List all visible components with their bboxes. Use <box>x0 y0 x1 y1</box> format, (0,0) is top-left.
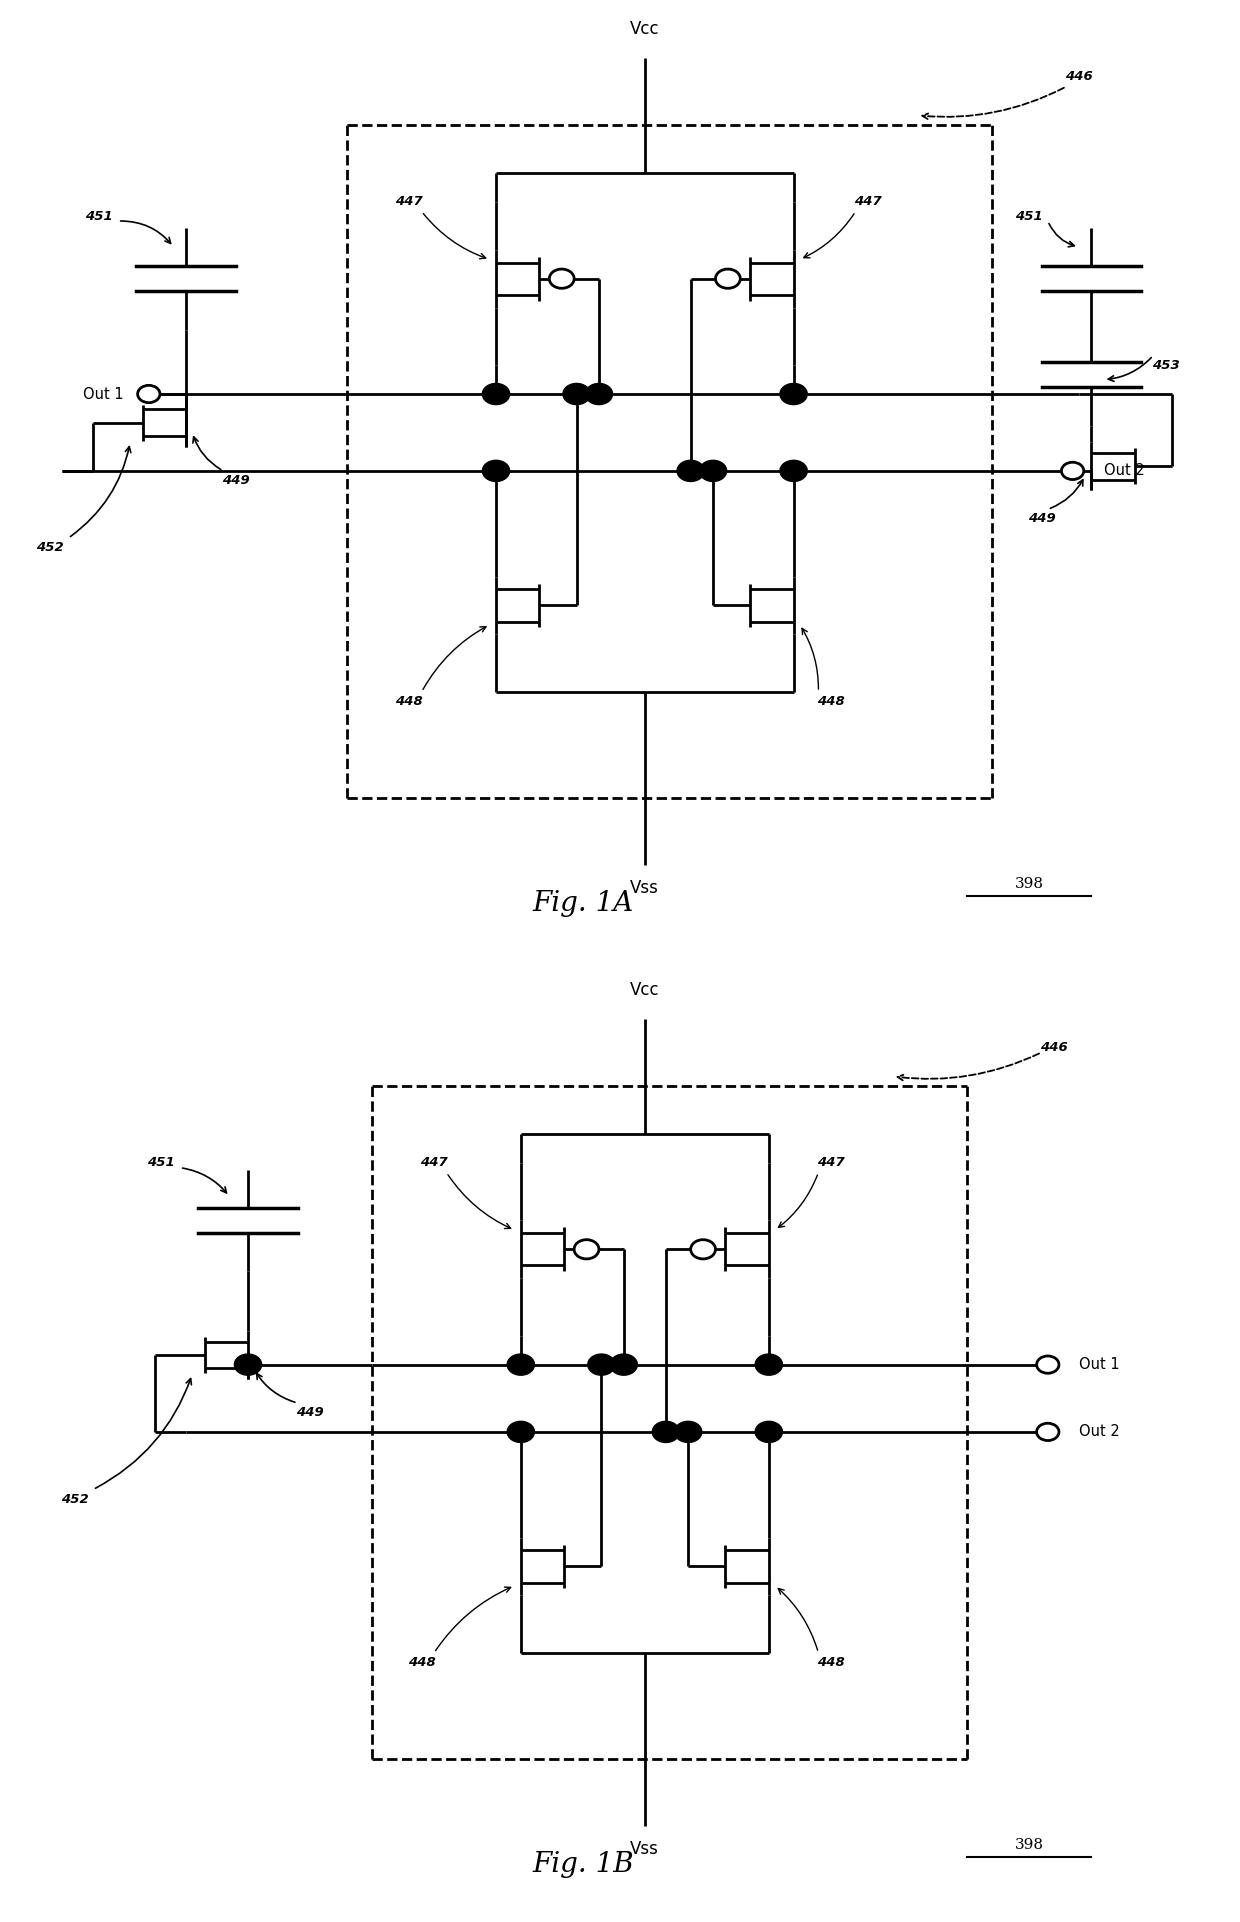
Circle shape <box>677 461 704 480</box>
Text: Out 1: Out 1 <box>1079 1357 1120 1372</box>
Text: Vcc: Vcc <box>630 982 660 999</box>
Circle shape <box>588 1353 615 1376</box>
Text: 453: 453 <box>1152 359 1179 371</box>
Circle shape <box>585 384 613 404</box>
Circle shape <box>574 1240 599 1259</box>
Text: 446: 446 <box>1065 71 1092 83</box>
Text: 448: 448 <box>817 1657 844 1668</box>
Circle shape <box>138 384 160 402</box>
Circle shape <box>652 1422 680 1442</box>
Circle shape <box>1037 1357 1059 1372</box>
Text: 451: 451 <box>86 209 113 223</box>
Circle shape <box>780 461 807 480</box>
Text: 447: 447 <box>420 1157 448 1169</box>
Circle shape <box>675 1422 702 1442</box>
Text: Vss: Vss <box>630 1841 660 1859</box>
Text: 449: 449 <box>1028 513 1055 525</box>
Circle shape <box>563 384 590 404</box>
Text: 447: 447 <box>817 1157 844 1169</box>
Circle shape <box>507 1422 534 1442</box>
Text: Out 2: Out 2 <box>1079 1424 1120 1440</box>
Text: 398: 398 <box>1014 1837 1044 1853</box>
Circle shape <box>482 384 510 404</box>
Text: 448: 448 <box>396 696 423 707</box>
Text: Out 2: Out 2 <box>1104 463 1145 479</box>
Text: 449: 449 <box>296 1407 324 1418</box>
Text: 451: 451 <box>148 1157 175 1169</box>
Circle shape <box>234 1353 262 1376</box>
Circle shape <box>1037 1422 1059 1442</box>
Circle shape <box>482 461 510 480</box>
Text: 452: 452 <box>36 542 63 554</box>
Text: 452: 452 <box>61 1493 88 1505</box>
Circle shape <box>699 461 727 480</box>
Text: Vss: Vss <box>630 880 660 898</box>
Text: Fig. 1B: Fig. 1B <box>532 1851 634 1878</box>
Circle shape <box>507 1353 534 1376</box>
Text: Out 1: Out 1 <box>83 386 124 402</box>
Circle shape <box>755 1422 782 1442</box>
Text: Fig. 1A: Fig. 1A <box>532 890 634 917</box>
Circle shape <box>610 1353 637 1376</box>
Text: 448: 448 <box>408 1657 435 1668</box>
Circle shape <box>755 1353 782 1376</box>
Circle shape <box>780 384 807 404</box>
Circle shape <box>691 1240 715 1259</box>
Text: 448: 448 <box>817 696 844 707</box>
Circle shape <box>1061 463 1084 479</box>
Circle shape <box>549 269 574 288</box>
Circle shape <box>715 269 740 288</box>
Text: 398: 398 <box>1014 876 1044 892</box>
Text: 449: 449 <box>222 475 249 486</box>
Text: 447: 447 <box>396 196 423 208</box>
Text: 447: 447 <box>854 196 882 208</box>
Text: Vcc: Vcc <box>630 21 660 38</box>
Text: 446: 446 <box>1040 1042 1068 1053</box>
Text: 451: 451 <box>1016 209 1043 223</box>
